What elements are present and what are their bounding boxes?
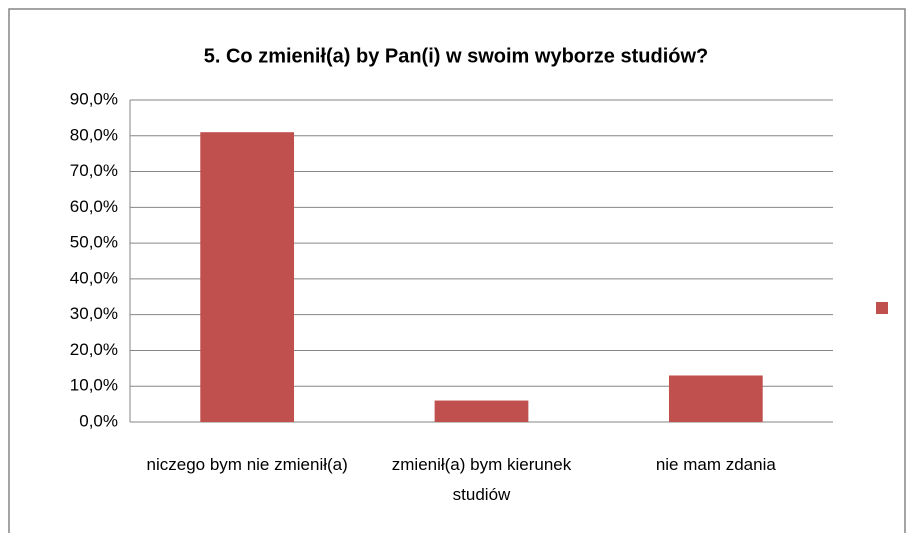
y-tick-label: 60,0%	[70, 197, 118, 216]
legend-marker	[876, 302, 888, 314]
y-tick-label: 80,0%	[70, 125, 118, 144]
x-tick-label: zmienił(a) bym kierunek studiów	[391, 455, 572, 504]
bar	[200, 132, 295, 422]
y-tick-label: 10,0%	[70, 376, 118, 395]
x-tick-label: nie mam zdania	[655, 455, 776, 474]
chart-frame	[8, 8, 906, 533]
bar	[434, 400, 529, 422]
y-tick-label: 30,0%	[70, 304, 118, 323]
x-tick-label: niczego bym nie zmienił(a)	[146, 455, 348, 474]
bar	[668, 375, 763, 422]
y-tick-label: 20,0%	[70, 340, 118, 359]
y-tick-label: 70,0%	[70, 161, 118, 180]
chart-title: 5. Co zmienił(a) by Pan(i) w swoim wybor…	[204, 45, 709, 67]
y-tick-label: 50,0%	[70, 233, 118, 252]
y-tick-label: 40,0%	[70, 268, 118, 287]
y-tick-label: 90,0%	[70, 89, 118, 108]
y-tick-label: 0,0%	[79, 411, 118, 430]
